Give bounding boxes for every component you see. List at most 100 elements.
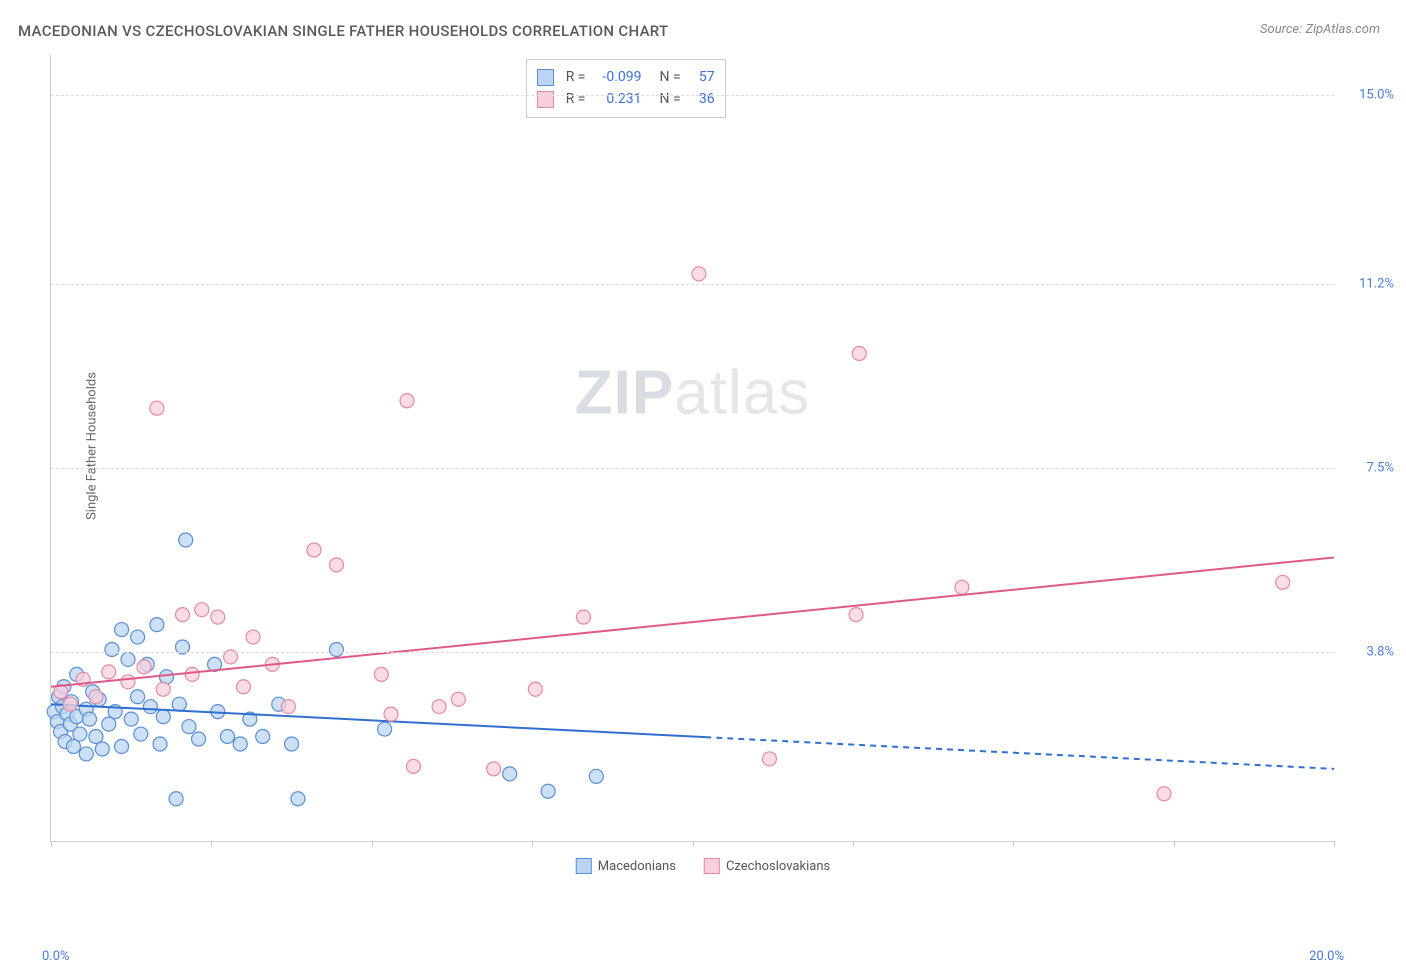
data-point [89,730,103,744]
data-point [236,680,250,694]
data-point [256,730,270,744]
data-point [762,752,776,766]
data-point [220,730,234,744]
trend-line-dashed [705,737,1334,769]
data-point [143,700,157,714]
data-point [852,346,866,360]
data-point [179,533,193,547]
data-point [246,630,260,644]
stat-r-label: R = [566,88,586,110]
bottom-legend: Macedonians Czechoslovakians [576,858,830,874]
chart-container: MACEDONIAN VS CZECHOSLOVAKIAN SINGLE FAT… [0,0,1406,892]
data-point [66,739,80,753]
data-point [89,690,103,704]
data-point [192,732,206,746]
gridline [51,95,1334,96]
series-swatch [537,69,554,86]
data-point [291,792,305,806]
data-point [451,692,465,706]
data-point [176,608,190,622]
stat-r-label: R = [566,66,586,88]
x-axis-min-label: 0.0% [42,949,70,964]
legend-swatch [704,858,720,874]
y-tick-label: 3.8% [1344,644,1394,659]
x-tick [1013,841,1014,847]
data-point [233,737,247,751]
data-point [156,710,170,724]
legend-swatch [576,858,592,874]
stat-r-value: -0.099 [594,66,642,88]
data-point [124,712,138,726]
stat-n-value: 57 [689,66,715,88]
data-point [329,558,343,572]
data-point [156,682,170,696]
y-tick-label: 7.5% [1344,460,1394,475]
x-tick [372,841,373,847]
stats-row: R = 0.231 N = 36 [537,88,715,110]
data-point [329,642,343,656]
x-tick [693,841,694,847]
data-point [1157,787,1171,801]
data-point [185,667,199,681]
data-point [307,543,321,557]
x-tick [51,841,52,847]
data-point [576,610,590,624]
data-point [73,727,87,741]
x-tick [853,841,854,847]
data-point [692,267,706,281]
source-attribution: Source: ZipAtlas.com [1260,22,1380,37]
source-name: ZipAtlas.com [1305,22,1380,37]
x-tick [211,841,212,847]
gridline [51,468,1334,469]
data-point [153,737,167,751]
data-point [182,720,196,734]
gridline [51,652,1334,653]
series-swatch [537,91,554,108]
data-point [378,722,392,736]
stats-legend-box: R = -0.099 N = 57 R = 0.231 N = 36 [526,59,726,118]
stat-n-value: 36 [689,88,715,110]
data-point [121,652,135,666]
data-point [150,401,164,415]
data-point [82,712,96,726]
data-point [195,603,209,617]
gridline [51,284,1334,285]
legend-label: Czechoslovakians [726,859,830,874]
data-point [134,727,148,741]
data-point [63,697,77,711]
stat-n-label: N = [660,66,681,88]
legend-label: Macedonians [598,859,676,874]
data-point [374,667,388,681]
data-point [541,784,555,798]
data-point [102,717,116,731]
data-point [281,700,295,714]
data-point [406,759,420,773]
data-point [849,608,863,622]
data-point [172,697,186,711]
stat-n-label: N = [660,88,681,110]
y-tick-label: 11.2% [1344,276,1394,291]
y-tick-label: 15.0% [1344,87,1394,102]
data-point [102,665,116,679]
plot-area: ZIPatlas R =-0.099N =57R =0.231N =36 3.8… [50,55,1334,842]
data-point [115,623,129,637]
data-point [589,769,603,783]
x-tick [532,841,533,847]
data-point [955,580,969,594]
data-point [285,737,299,751]
data-point [95,742,109,756]
x-tick [1334,841,1335,847]
data-point [211,610,225,624]
data-point [121,675,135,689]
data-point [105,642,119,656]
plot-svg [51,55,1334,841]
data-point [432,700,446,714]
legend-item: Czechoslovakians [704,858,830,874]
source-label: Source: [1260,22,1302,37]
data-point [528,682,542,696]
chart-title: MACEDONIAN VS CZECHOSLOVAKIAN SINGLE FAT… [18,22,669,40]
data-point [159,670,173,684]
stat-r-value: 0.231 [594,88,642,110]
data-point [131,630,145,644]
stats-row: R = -0.099 N = 57 [537,66,715,88]
